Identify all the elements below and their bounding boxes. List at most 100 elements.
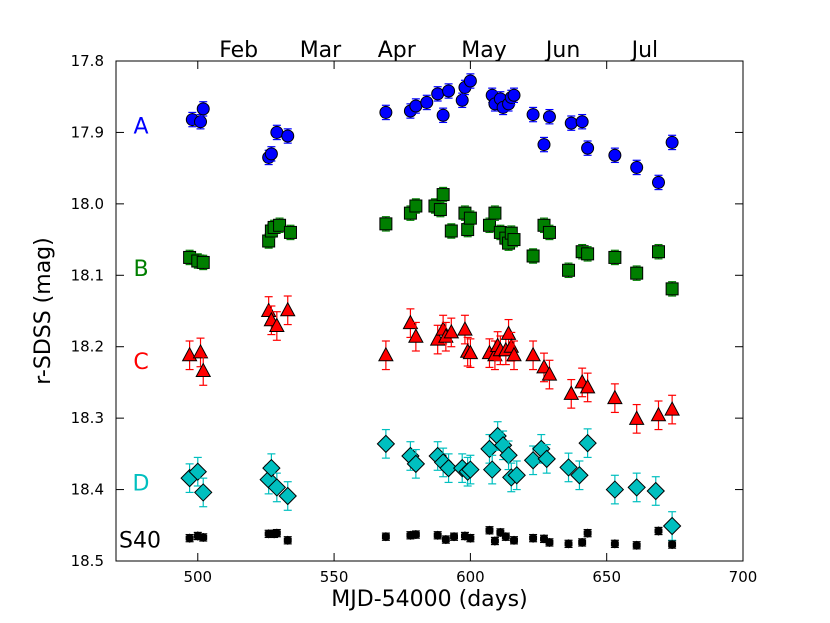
data-point-s40: [411, 529, 420, 540]
data-point-s40: [199, 532, 208, 543]
series-a: A: [133, 73, 679, 191]
data-point-a: [651, 175, 665, 189]
data-point-s40: [668, 539, 677, 550]
data-point-d: [461, 460, 480, 479]
y-tick-label: 17.9: [71, 123, 104, 141]
data-point-a: [270, 125, 284, 139]
data-point-a: [526, 108, 540, 122]
data-point-s40: [610, 539, 619, 549]
data-point-s40: [632, 540, 641, 550]
data-point-s40: [272, 528, 281, 538]
data-point-b: [283, 225, 297, 239]
data-point-a: [665, 135, 679, 149]
data-point-b: [409, 199, 423, 213]
data-point-b: [507, 233, 521, 247]
x-tick-label: 700: [729, 568, 758, 586]
data-point-s40: [578, 537, 587, 548]
series-label-s40: S40: [119, 529, 161, 554]
data-point-c: [279, 301, 296, 317]
chart-layer: 500 550 600 650 700 Feb Mar Apr May Jun Jul 17.8 17.…: [31, 38, 757, 612]
data-point-c: [195, 362, 212, 377]
data-point-a: [420, 95, 434, 109]
data-point-b: [526, 249, 540, 263]
data-point-c: [664, 401, 680, 416]
x-axis-label: MJD-54000 (days): [331, 587, 527, 612]
data-point-s40: [564, 539, 573, 549]
top-month-label: Apr: [378, 38, 417, 63]
data-point-d: [523, 451, 543, 470]
data-point-d: [262, 458, 281, 478]
data-point-b: [665, 282, 679, 296]
data-point-c: [462, 344, 479, 360]
series-label-a: A: [133, 114, 148, 139]
data-point-d: [267, 478, 287, 497]
data-point-c: [579, 378, 596, 394]
x-tick-label: 650: [592, 568, 621, 586]
data-point-b: [488, 206, 502, 220]
data-point-a: [409, 99, 423, 113]
plot-frame: [115, 60, 744, 562]
x-tick-label: 600: [456, 568, 485, 586]
data-point-d: [578, 433, 597, 453]
data-point-c: [525, 346, 541, 362]
y-tick-label: 17.8: [71, 52, 104, 70]
data-point-d: [406, 454, 426, 474]
data-point-a: [630, 160, 644, 174]
top-month-label: Feb: [219, 38, 258, 63]
y-tick-label: 18.4: [71, 481, 104, 499]
series-c: C: [133, 295, 680, 434]
data-point-d: [570, 466, 589, 485]
data-point-a: [196, 102, 210, 116]
data-point-b: [608, 250, 622, 264]
y-tick-label: 18.0: [71, 195, 104, 213]
series-label-b: B: [133, 257, 148, 282]
data-point-b: [379, 217, 393, 231]
data-point-c: [378, 346, 394, 362]
top-month-label: Mar: [300, 38, 342, 63]
data-point-b: [630, 266, 644, 280]
data-point-s40: [490, 536, 499, 546]
data-point-b: [542, 225, 556, 239]
series-label-d: D: [133, 471, 150, 496]
data-point-a: [379, 105, 393, 119]
data-point-a: [608, 148, 622, 162]
data-point-s40: [283, 535, 292, 545]
series-label-c: C: [133, 350, 148, 375]
data-point-b: [444, 224, 458, 238]
y-tick-label: 18.3: [71, 409, 104, 427]
data-point-d: [499, 446, 518, 465]
series-d: D: [133, 421, 682, 541]
data-point-d: [646, 481, 665, 501]
y-tick-label: 18.5: [71, 552, 104, 570]
data-point-a: [264, 147, 278, 161]
data-point-s40: [583, 528, 592, 538]
data-point-s40: [185, 533, 194, 543]
data-point-c: [269, 317, 285, 332]
data-point-s40: [450, 532, 458, 542]
top-month-label: Jun: [544, 38, 580, 63]
data-point-a: [436, 108, 450, 122]
data-point-s40: [510, 535, 518, 545]
data-point-c: [607, 389, 623, 405]
x-tick-label: 550: [320, 568, 349, 586]
data-point-a: [463, 74, 477, 88]
data-point-s40: [654, 526, 663, 536]
data-point-a: [431, 87, 445, 101]
data-point-d: [605, 480, 625, 499]
data-point-s40: [433, 530, 442, 540]
data-point-b: [273, 218, 287, 232]
data-point-b: [196, 255, 210, 269]
data-point-c: [443, 323, 460, 339]
data-point-b: [433, 203, 447, 217]
y-tick-label: 18.1: [71, 266, 104, 284]
data-point-d: [559, 458, 578, 477]
data-point-a: [281, 129, 295, 143]
data-point-a: [194, 115, 208, 129]
data-point-a: [455, 93, 469, 107]
data-point-c: [192, 343, 209, 359]
data-point-s40: [529, 533, 538, 543]
data-point-s40: [501, 532, 510, 542]
data-point-c: [408, 328, 424, 343]
data-point-a: [537, 138, 551, 152]
